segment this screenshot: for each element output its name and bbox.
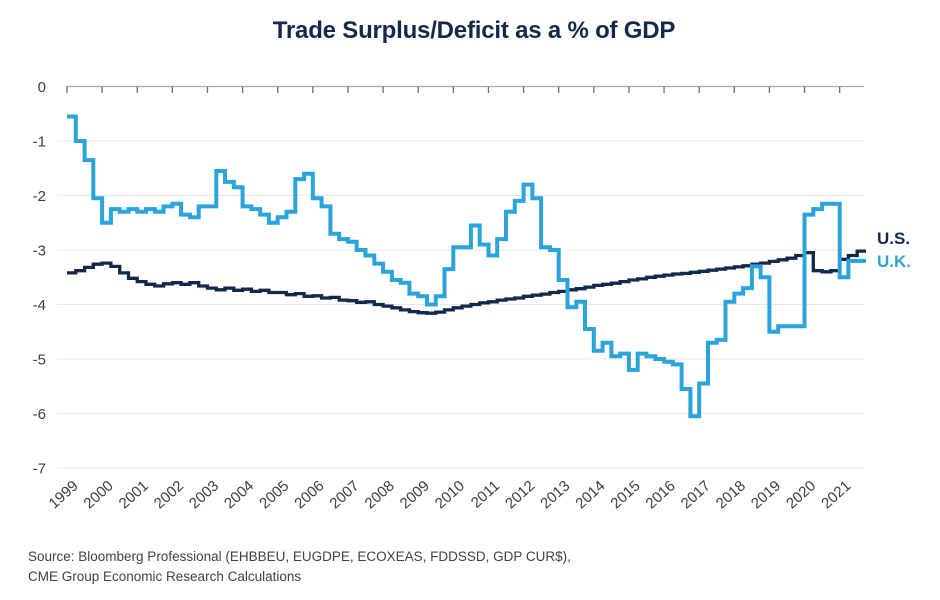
y-tick-label: 0	[38, 79, 46, 96]
x-tick-label: 2018	[713, 477, 749, 512]
us-series-line	[67, 249, 866, 315]
series-lines	[67, 114, 866, 419]
x-tick-label: 2003	[186, 477, 222, 512]
y-tick-label: -5	[33, 352, 46, 369]
x-tick-label: 2013	[537, 477, 573, 512]
x-tick-label: 2014	[572, 477, 608, 512]
x-tick-label: 2010	[432, 477, 468, 512]
x-tick-label: 2017	[678, 477, 714, 512]
x-tick-label: 1999	[45, 477, 81, 512]
x-tick-label: 2001	[116, 477, 152, 512]
source-note: Source: Bloomberg Professional (EHBBEU, …	[28, 547, 571, 587]
x-tick-label: 2004	[221, 477, 257, 512]
x-tick-label: 2016	[643, 477, 679, 512]
y-tick-label: -2	[33, 188, 46, 205]
source-text-line1: Source: Bloomberg Professional (EHBBEU, …	[28, 549, 571, 564]
x-tick-label: 2006	[291, 477, 327, 512]
page-title: Trade Surplus/Deficit as a % of GDP	[272, 17, 676, 44]
x-tick-label: 2012	[502, 477, 538, 512]
x-tick-label: 2019	[748, 477, 784, 512]
y-tick-label: -1	[33, 134, 46, 151]
legend-uk-label: U.K.	[877, 252, 911, 271]
y-tick-label: -4	[33, 297, 46, 314]
x-tick-label: 2021	[818, 477, 854, 512]
source-text-line2: CME Group Economic Research Calculations	[28, 569, 302, 584]
legend-us-label: U.S.	[877, 229, 911, 248]
x-tick-label: 2007	[326, 477, 362, 512]
y-tick-label: -3	[33, 243, 46, 260]
uk-series-line	[67, 114, 866, 419]
x-tick-label: 2015	[607, 477, 643, 512]
x-tick-label: 2020	[783, 477, 819, 512]
axis	[66, 85, 864, 93]
x-tick-label: 2005	[256, 477, 292, 512]
x-tick-label: 2011	[468, 477, 503, 511]
x-tick-label: 2009	[397, 477, 433, 512]
x-tick-label: 2002	[151, 477, 187, 512]
gridlines	[57, 140, 864, 469]
x-tick-label: 2008	[362, 477, 398, 512]
y-tick-label: -6	[33, 406, 46, 423]
y-tick-label: -7	[33, 461, 46, 478]
x-tick-label: 2000	[81, 477, 117, 512]
